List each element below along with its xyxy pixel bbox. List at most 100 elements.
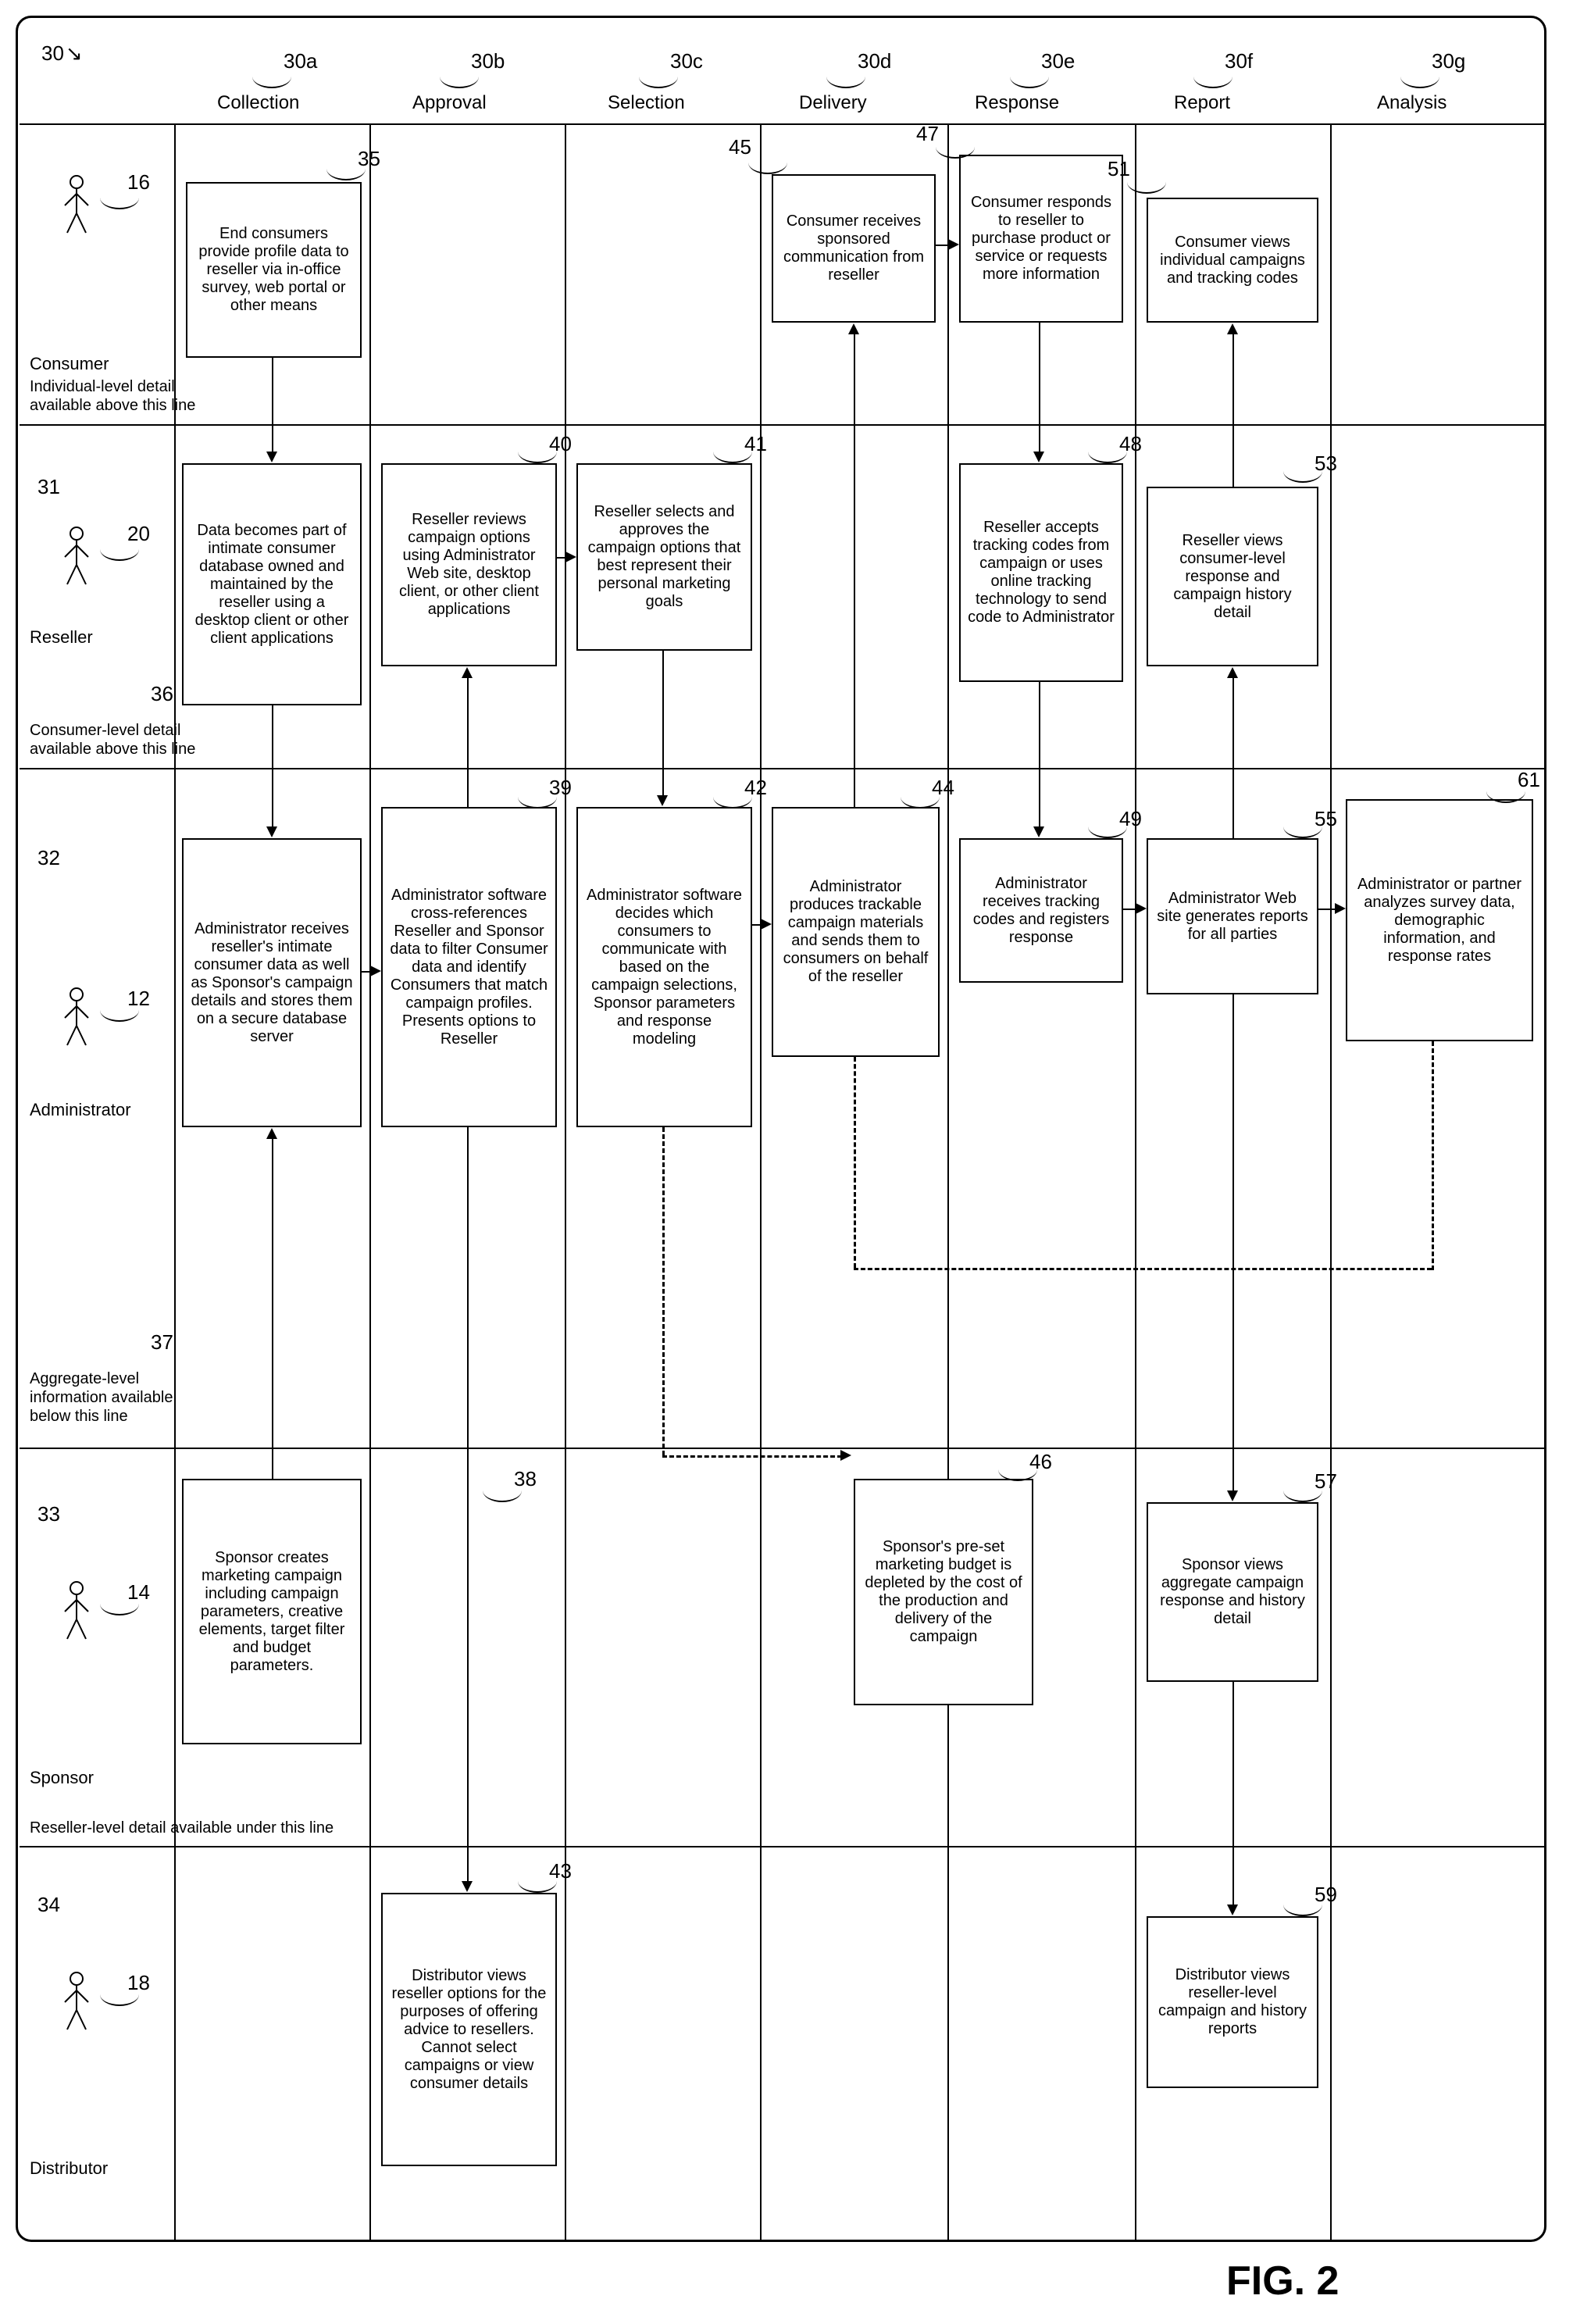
arrow-33-32 <box>272 1139 273 1479</box>
note-individual: Individual-level detail available above … <box>30 377 195 415</box>
line-consumer-bottom <box>20 424 1546 426</box>
ref-16: 16 <box>127 170 150 195</box>
curve-30g <box>1400 65 1439 88</box>
box-57: Sponsor views aggregate campaign respons… <box>1147 1502 1318 1682</box>
ref-14: 14 <box>127 1580 150 1605</box>
ah-dash-46 <box>840 1450 851 1461</box>
ah-32-39 <box>370 966 381 976</box>
ref-35: 35 <box>358 147 380 171</box>
col-delivery: Delivery <box>799 92 867 114</box>
ref-34-role: 34 <box>37 1893 60 1917</box>
ah-40-41 <box>565 552 576 562</box>
box-31: Data becomes part of intimate consumer d… <box>182 463 362 705</box>
ref-61: 61 <box>1518 768 1540 792</box>
ref-31-role: 31 <box>37 475 60 499</box>
ref-57: 57 <box>1315 1469 1337 1494</box>
ref-55: 55 <box>1315 807 1337 831</box>
box-41: Reseller selects and approves the campai… <box>576 463 752 651</box>
box-61: Administrator or partner analyzes survey… <box>1346 799 1533 1041</box>
ah-33-32 <box>266 1128 277 1139</box>
ref-32-role: 32 <box>37 846 60 870</box>
note-consumer-level: Consumer-level detail available above th… <box>30 721 195 759</box>
ref-53: 53 <box>1315 452 1337 476</box>
ah-48-49 <box>1033 826 1044 837</box>
ah-44-45 <box>848 323 859 334</box>
ah-53-51 <box>1227 323 1238 334</box>
box-45: Consumer receives sponsored communicatio… <box>772 174 936 323</box>
dash-44-down <box>854 1057 856 1268</box>
note-aggregate: Aggregate-level information available be… <box>30 1369 173 1426</box>
ref-40: 40 <box>549 432 572 456</box>
note-reseller-level: Reseller-level detail available under th… <box>30 1819 334 1837</box>
ref-12: 12 <box>127 987 150 1011</box>
role-reseller: Reseller <box>30 627 93 648</box>
box-59: Distributor views reseller-level campaig… <box>1147 1916 1318 2088</box>
curve-30f <box>1193 65 1232 88</box>
box-46: Sponsor's pre-set marketing budget is de… <box>854 1479 1033 1705</box>
ah-39-43 <box>462 1881 473 1892</box>
figure-label: FIG. 2 <box>1226 2258 1339 2304</box>
col-report: Report <box>1174 92 1230 114</box>
ref-43: 43 <box>549 1859 572 1883</box>
line-header <box>20 123 1546 125</box>
curve-47 <box>936 135 975 159</box>
box-42: Administrator software decides which con… <box>576 807 752 1127</box>
person-icon-admin <box>61 987 92 1049</box>
ref-42: 42 <box>744 776 767 800</box>
vline-1 <box>369 123 371 2240</box>
role-admin: Administrator <box>30 1100 131 1120</box>
curve-30d <box>826 65 865 88</box>
diagram-frame: 30↘ 30a Collection 30b Approval 30c Sele… <box>16 16 1546 2242</box>
col-selection: Selection <box>608 92 685 114</box>
ref-36: 36 <box>151 682 173 706</box>
arrow-55-57 <box>1232 994 1234 1490</box>
ah-39-40 <box>462 667 473 678</box>
arrow-53-51 <box>1232 334 1234 487</box>
col-collection: Collection <box>217 92 299 114</box>
ref-39: 39 <box>549 776 572 800</box>
curve-30c <box>639 65 678 88</box>
curve-30e <box>1010 65 1049 88</box>
ah-45-47 <box>948 239 959 250</box>
arrow-55-61 <box>1318 909 1336 910</box>
arrow-44-45 <box>854 334 855 807</box>
box-47: Consumer responds to reseller to purchas… <box>959 155 1123 323</box>
box-55: Administrator Web site generates reports… <box>1147 838 1318 994</box>
role-distributor: Distributor <box>30 2158 108 2179</box>
vline-role <box>174 123 176 2240</box>
dash-61-down <box>1432 1041 1434 1270</box>
ah-57-59 <box>1227 1905 1238 1915</box>
box-53: Reseller views consumer-level response a… <box>1147 487 1318 666</box>
line-sponsor-bottom <box>20 1846 1546 1847</box>
arrow-57-59 <box>1232 1682 1234 1905</box>
arrow-41-42 <box>662 651 664 795</box>
box-32: Administrator receives reseller's intima… <box>182 838 362 1127</box>
ah-55-53 <box>1227 667 1238 678</box>
arrow-47-48 <box>1039 323 1040 452</box>
vline-4 <box>947 123 949 2240</box>
ah-31-32 <box>266 826 277 837</box>
arrow-55-53 <box>1232 678 1234 838</box>
box-49: Administrator receives tracking codes an… <box>959 838 1123 983</box>
arrow-39-40 <box>467 678 469 807</box>
arrow-39-43 <box>467 1127 469 1881</box>
ah-35-31 <box>266 452 277 462</box>
ref-48: 48 <box>1119 432 1142 456</box>
ah-42-44 <box>761 919 772 930</box>
ref-37: 37 <box>151 1330 173 1355</box>
ref-38: 38 <box>514 1467 537 1491</box>
col-approval: Approval <box>412 92 487 114</box>
col-response: Response <box>975 92 1059 114</box>
ref-18: 18 <box>127 1971 150 1995</box>
arrow-48-49 <box>1039 682 1040 826</box>
role-sponsor: Sponsor <box>30 1768 94 1788</box>
ref-46: 46 <box>1029 1450 1052 1474</box>
ref-41: 41 <box>744 432 767 456</box>
ref-30: 30↘ <box>41 41 81 66</box>
box-43: Distributor views reseller options for t… <box>381 1893 557 2166</box>
box-51: Consumer views individual campaigns and … <box>1147 198 1318 323</box>
ref-20: 20 <box>127 522 150 546</box>
box-40: Reseller reviews campaign options using … <box>381 463 557 666</box>
ah-55-57 <box>1227 1490 1238 1501</box>
ref-44: 44 <box>932 776 954 800</box>
